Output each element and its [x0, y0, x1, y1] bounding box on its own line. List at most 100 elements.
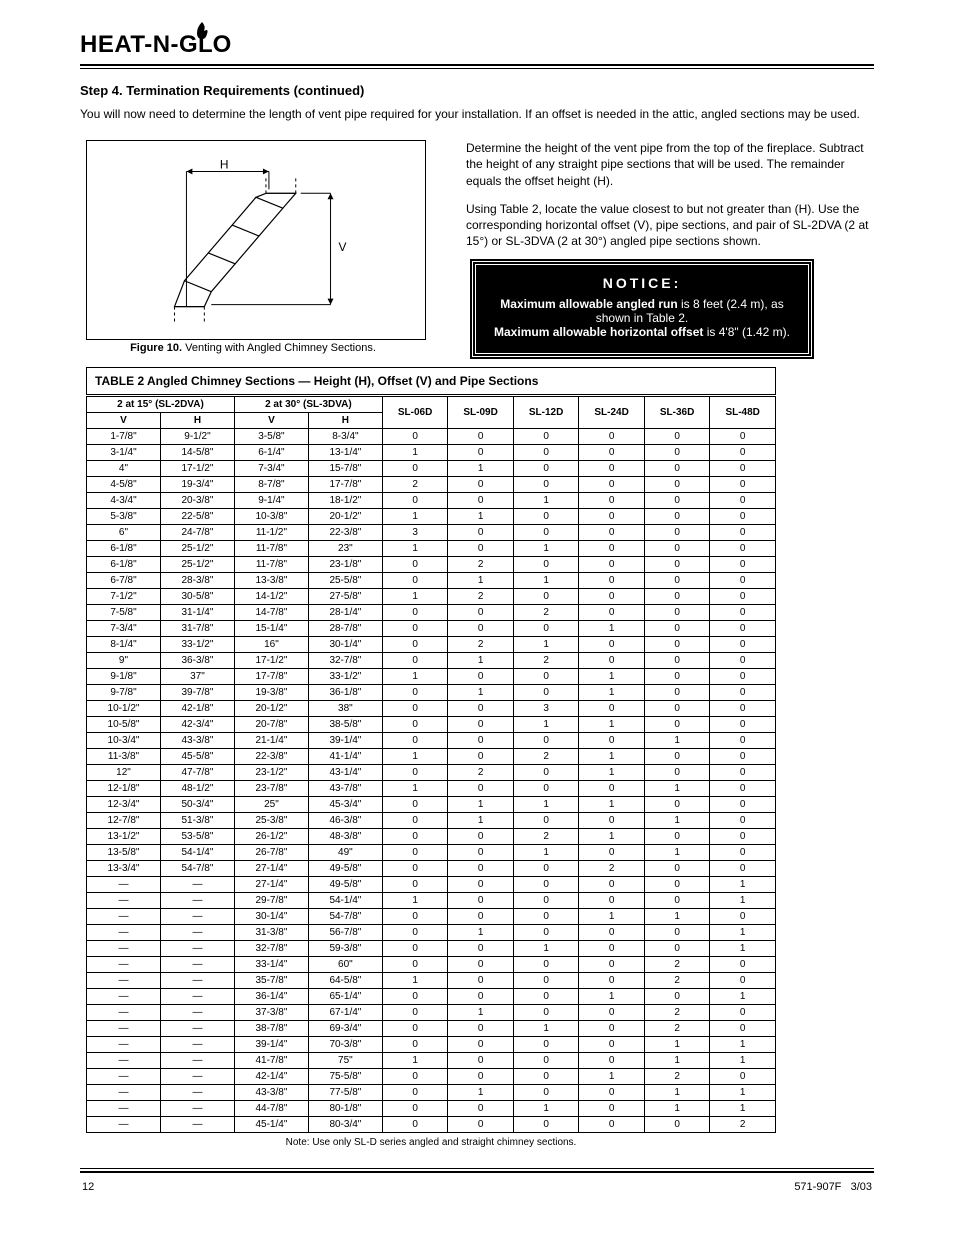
table-cell: 1	[579, 765, 645, 781]
table-cell: 0	[513, 909, 579, 925]
table-cell: 13-3/8"	[234, 573, 308, 589]
table-cell: 0	[710, 781, 776, 797]
table-cell: 1	[579, 717, 645, 733]
table-row: ——27-1/4"49-5/8"000001	[87, 877, 776, 893]
table-cell: 36-1/8"	[308, 685, 382, 701]
table-cell: 26-1/2"	[234, 829, 308, 845]
table-cell: 27-1/4"	[234, 877, 308, 893]
table-cell: —	[160, 1085, 234, 1101]
table-cell: 27-5/8"	[308, 589, 382, 605]
table-cell: 53-5/8"	[160, 829, 234, 845]
table-cell: 0	[382, 813, 448, 829]
table-cell: 54-7/8"	[308, 909, 382, 925]
table-cell: 0	[448, 701, 514, 717]
table-cell: 0	[579, 813, 645, 829]
table-cell: 1	[513, 573, 579, 589]
table-row: 10-1/2"42-1/8"20-1/2"38"003000	[87, 701, 776, 717]
table-cell: —	[87, 1037, 161, 1053]
table-cell: 23-1/2"	[234, 765, 308, 781]
table-row: ——44-7/8"80-1/8"001011	[87, 1101, 776, 1117]
table-cell: 7-3/4"	[87, 621, 161, 637]
col-header-sl09d: SL-09D	[448, 396, 514, 429]
table-cell: 1-7/8"	[87, 429, 161, 445]
col-header-15deg: 2 at 15° (SL-2DVA)	[87, 396, 235, 413]
table-cell: 0	[644, 621, 710, 637]
table-cell: 1	[382, 893, 448, 909]
table-cell: 0	[579, 781, 645, 797]
table-cell: 1	[448, 653, 514, 669]
table-cell: 0	[710, 973, 776, 989]
table-cell: 17-1/2"	[160, 461, 234, 477]
table-cell: 0	[448, 733, 514, 749]
table-cell: 1	[513, 717, 579, 733]
table-cell: 47-7/8"	[160, 765, 234, 781]
table-row: 10-5/8"42-3/4"20-7/8"38-5/8"001100	[87, 717, 776, 733]
table-cell: 1	[579, 749, 645, 765]
table-cell: 36-1/4"	[234, 989, 308, 1005]
table-cell: 35-7/8"	[234, 973, 308, 989]
table-row: ——30-1/4"54-7/8"000110	[87, 909, 776, 925]
table-cell: 1	[710, 989, 776, 1005]
table-cell: 0	[382, 1037, 448, 1053]
table-cell: 10-1/2"	[87, 701, 161, 717]
table-cell: 0	[513, 429, 579, 445]
table-cell: 23-1/8"	[308, 557, 382, 573]
table-cell: 0	[382, 1085, 448, 1101]
table-cell: 0	[644, 445, 710, 461]
table-row: ——38-7/8"69-3/4"001020	[87, 1021, 776, 1037]
table-cell: 3	[382, 525, 448, 541]
table-cell: 11-3/8"	[87, 749, 161, 765]
table-cell: 25-1/2"	[160, 541, 234, 557]
table-cell: 12-1/8"	[87, 781, 161, 797]
table-cell: —	[160, 1021, 234, 1037]
step-text-1: Determine the height of the vent pipe fr…	[466, 140, 874, 189]
table-cell: 0	[644, 941, 710, 957]
table-cell: 1	[382, 445, 448, 461]
table-cell: 0	[513, 525, 579, 541]
table-cell: 0	[710, 701, 776, 717]
table-cell: 1	[644, 845, 710, 861]
table-row: 7-1/2"30-5/8"14-1/2"27-5/8"120000	[87, 589, 776, 605]
table-cell: 9-1/4"	[234, 493, 308, 509]
table-cell: —	[87, 957, 161, 973]
table-cell: 49"	[308, 845, 382, 861]
table-cell: 2	[382, 477, 448, 493]
table-cell: 0	[710, 669, 776, 685]
table-cell: 12"	[87, 765, 161, 781]
table-cell: 2	[579, 861, 645, 877]
offset-table: 2 at 15° (SL-2DVA) 2 at 30° (SL-3DVA) SL…	[86, 394, 776, 1133]
table-cell: 0	[579, 957, 645, 973]
table-row: ——42-1/4"75-5/8"000120	[87, 1069, 776, 1085]
table-cell: 1	[579, 797, 645, 813]
col-header-30deg: 2 at 30° (SL-3DVA)	[234, 396, 382, 413]
table-cell: 0	[448, 845, 514, 861]
table-cell: 0	[513, 765, 579, 781]
table-cell: 0	[579, 1021, 645, 1037]
table-cell: 19-3/8"	[234, 685, 308, 701]
notice-title: NOTICE:	[488, 275, 796, 291]
table-cell: 10-5/8"	[87, 717, 161, 733]
table-cell: 0	[710, 829, 776, 845]
table-cell: 0	[710, 765, 776, 781]
table-cell: —	[160, 925, 234, 941]
table-cell: 0	[448, 909, 514, 925]
table-cell: —	[160, 893, 234, 909]
table-cell: 13-3/4"	[87, 861, 161, 877]
table-cell: 3	[513, 701, 579, 717]
table-cell: —	[87, 1021, 161, 1037]
table-cell: 30-5/8"	[160, 589, 234, 605]
table-cell: 13-5/8"	[87, 845, 161, 861]
table-cell: 0	[579, 653, 645, 669]
table-cell: 0	[710, 445, 776, 461]
table-cell: 15-1/4"	[234, 621, 308, 637]
table-cell: 0	[710, 621, 776, 637]
table-cell: 0	[644, 461, 710, 477]
table-cell: 11-1/2"	[234, 525, 308, 541]
table-row: 1-7/8"9-1/2"3-5/8"8-3/4"000000	[87, 429, 776, 445]
table-cell: —	[160, 1069, 234, 1085]
table-cell: 0	[579, 509, 645, 525]
table-cell: 0	[579, 941, 645, 957]
table-cell: 80-1/8"	[308, 1101, 382, 1117]
table-cell: 0	[513, 893, 579, 909]
table-footnote: Note: Use only SL-D series angled and st…	[86, 1137, 776, 1148]
